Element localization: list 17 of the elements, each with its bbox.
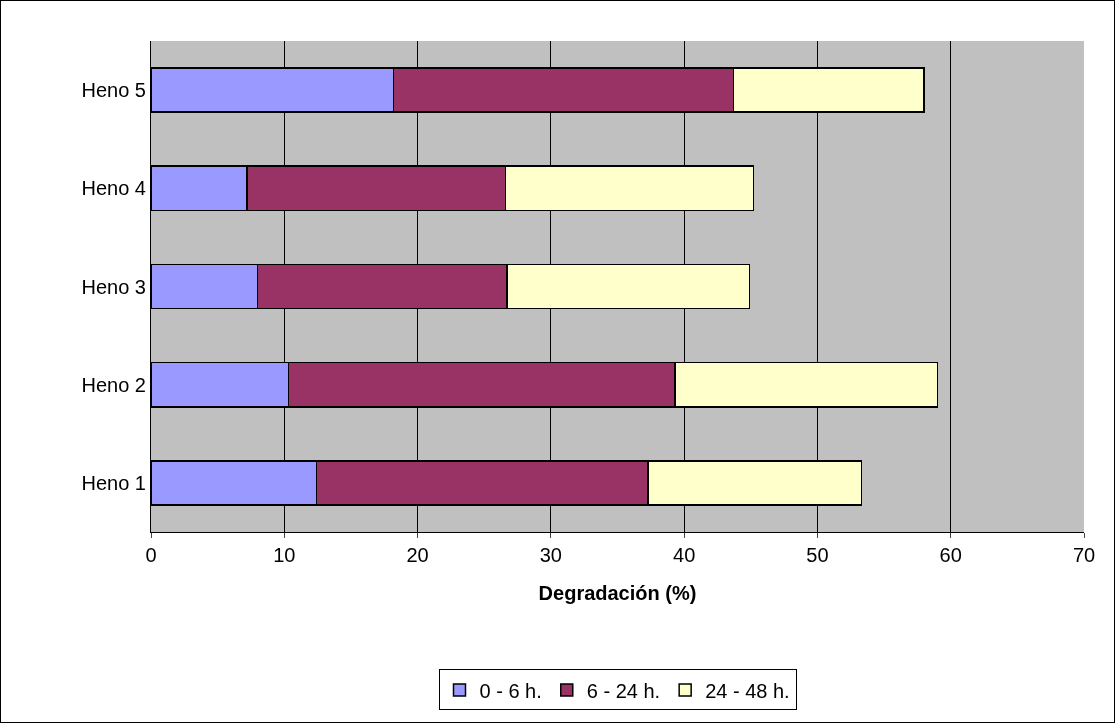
x-tick-label: 60 (939, 544, 962, 566)
x-tick-label: 10 (273, 544, 296, 566)
x-tick-label: 0 (145, 544, 157, 566)
x-tick-label: 20 (406, 544, 429, 566)
y-tick-label: Heno 2 (81, 373, 146, 396)
x-axis-title: Degradación (%) (538, 581, 697, 604)
y-tick-label: Heno 1 (81, 471, 146, 494)
y-tick-label: Heno 5 (81, 79, 146, 102)
y-tick-label: Heno 4 (81, 177, 146, 200)
x-tick-label: 70 (1072, 544, 1096, 566)
x-tick-label: 50 (806, 544, 829, 566)
x-tick-label: 40 (673, 544, 696, 566)
legend-label: 0 - 6 h. (479, 679, 542, 702)
legend-label: 24 - 48 h. (705, 679, 790, 702)
x-tick-label: 30 (539, 544, 562, 566)
y-tick-label: Heno 3 (81, 275, 146, 298)
legend-label: 6 - 24 h. (586, 679, 661, 702)
